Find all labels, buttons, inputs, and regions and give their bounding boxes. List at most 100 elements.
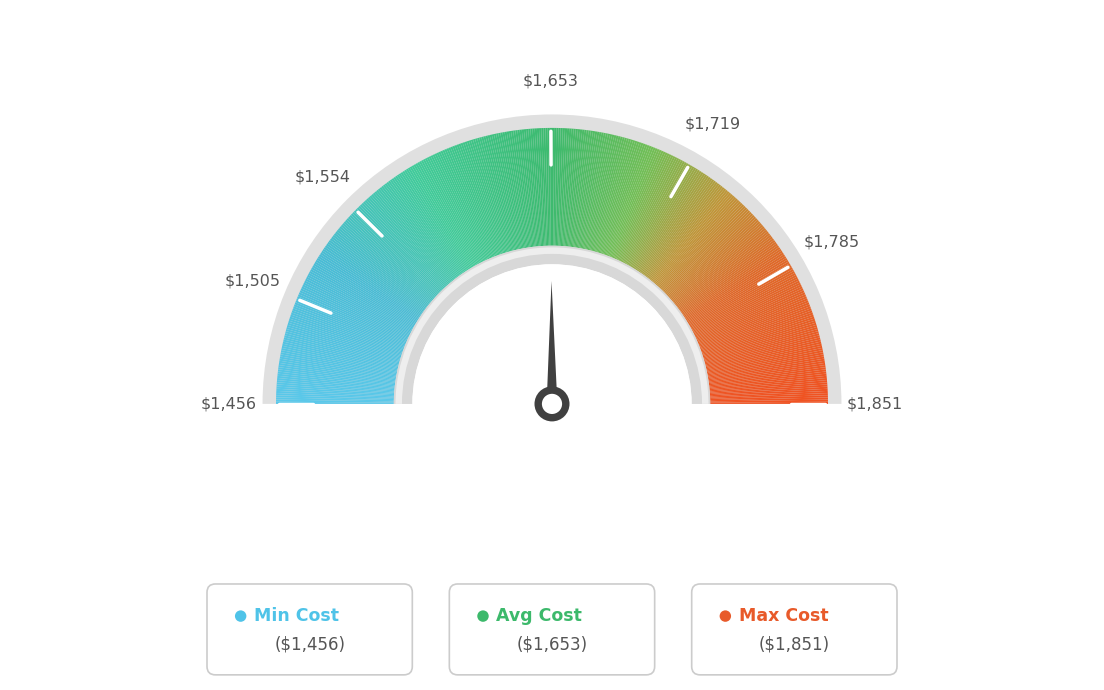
- Wedge shape: [657, 197, 736, 286]
- Wedge shape: [279, 361, 395, 380]
- Wedge shape: [392, 178, 461, 275]
- Text: Avg Cost: Avg Cost: [497, 607, 582, 625]
- Wedge shape: [326, 244, 423, 313]
- Wedge shape: [708, 352, 824, 375]
- Wedge shape: [620, 155, 673, 262]
- Wedge shape: [678, 237, 773, 309]
- Wedge shape: [654, 193, 731, 284]
- Wedge shape: [679, 240, 775, 311]
- Wedge shape: [304, 281, 411, 335]
- Wedge shape: [361, 203, 444, 289]
- Wedge shape: [277, 380, 394, 391]
- Wedge shape: [608, 146, 651, 257]
- Wedge shape: [598, 140, 635, 253]
- Wedge shape: [279, 357, 396, 378]
- Wedge shape: [686, 256, 786, 320]
- Wedge shape: [597, 139, 634, 253]
- Wedge shape: [684, 254, 785, 319]
- Wedge shape: [707, 346, 822, 372]
- Wedge shape: [423, 159, 479, 264]
- Wedge shape: [651, 190, 728, 282]
- Wedge shape: [402, 171, 467, 271]
- Wedge shape: [294, 304, 404, 348]
- Wedge shape: [407, 168, 470, 269]
- Wedge shape: [433, 154, 485, 262]
- Wedge shape: [448, 147, 493, 257]
- Wedge shape: [507, 131, 528, 248]
- Wedge shape: [299, 290, 407, 340]
- Wedge shape: [641, 177, 711, 275]
- Wedge shape: [328, 241, 424, 312]
- Wedge shape: [505, 132, 526, 248]
- Wedge shape: [705, 333, 819, 364]
- Wedge shape: [555, 128, 561, 246]
- Wedge shape: [554, 128, 559, 246]
- Wedge shape: [581, 132, 604, 248]
- Wedge shape: [698, 298, 808, 344]
- Wedge shape: [584, 134, 611, 249]
- Wedge shape: [380, 187, 454, 280]
- Wedge shape: [617, 152, 668, 260]
- Wedge shape: [353, 210, 439, 294]
- Text: $1,785: $1,785: [804, 235, 860, 250]
- Wedge shape: [700, 304, 810, 348]
- Bar: [115, 404, 989, 690]
- Wedge shape: [285, 331, 400, 364]
- Text: $1,653: $1,653: [523, 73, 578, 88]
- Wedge shape: [607, 145, 649, 256]
- Wedge shape: [370, 195, 448, 285]
- Wedge shape: [616, 152, 666, 259]
- Wedge shape: [347, 218, 435, 298]
- Wedge shape: [707, 342, 821, 369]
- Wedge shape: [681, 245, 779, 314]
- Wedge shape: [460, 143, 501, 255]
- Wedge shape: [277, 378, 394, 391]
- Wedge shape: [438, 152, 488, 259]
- Wedge shape: [688, 264, 790, 324]
- Wedge shape: [655, 194, 733, 284]
- Wedge shape: [343, 221, 434, 300]
- Wedge shape: [575, 131, 595, 248]
- Wedge shape: [573, 130, 591, 247]
- Wedge shape: [410, 166, 471, 268]
- Wedge shape: [534, 128, 543, 246]
- Wedge shape: [383, 184, 456, 279]
- Wedge shape: [580, 132, 602, 248]
- Wedge shape: [288, 321, 401, 357]
- Wedge shape: [276, 400, 394, 403]
- Wedge shape: [286, 329, 400, 362]
- Wedge shape: [710, 380, 827, 391]
- Wedge shape: [664, 209, 749, 293]
- Wedge shape: [634, 168, 697, 269]
- Wedge shape: [710, 388, 828, 397]
- Wedge shape: [296, 300, 405, 346]
- Wedge shape: [591, 136, 620, 250]
- Wedge shape: [289, 317, 402, 355]
- Wedge shape: [704, 327, 818, 361]
- Wedge shape: [705, 339, 821, 368]
- Wedge shape: [688, 262, 789, 324]
- Wedge shape: [364, 200, 446, 288]
- Wedge shape: [479, 137, 511, 251]
- Wedge shape: [344, 219, 434, 299]
- Wedge shape: [545, 128, 550, 246]
- Wedge shape: [276, 384, 394, 394]
- Wedge shape: [321, 250, 421, 317]
- Wedge shape: [455, 145, 497, 256]
- Wedge shape: [710, 382, 827, 393]
- Wedge shape: [709, 361, 825, 380]
- Wedge shape: [559, 128, 565, 246]
- Text: ($1,851): ($1,851): [758, 635, 830, 653]
- Wedge shape: [651, 188, 726, 282]
- Wedge shape: [609, 146, 654, 257]
- Wedge shape: [708, 350, 824, 374]
- Wedge shape: [618, 153, 669, 261]
- Wedge shape: [698, 296, 807, 344]
- Wedge shape: [381, 186, 455, 279]
- Wedge shape: [694, 284, 802, 337]
- Wedge shape: [280, 355, 396, 377]
- Text: $1,851: $1,851: [847, 396, 903, 411]
- Wedge shape: [282, 346, 397, 372]
- Wedge shape: [664, 207, 747, 292]
- Wedge shape: [436, 152, 487, 260]
